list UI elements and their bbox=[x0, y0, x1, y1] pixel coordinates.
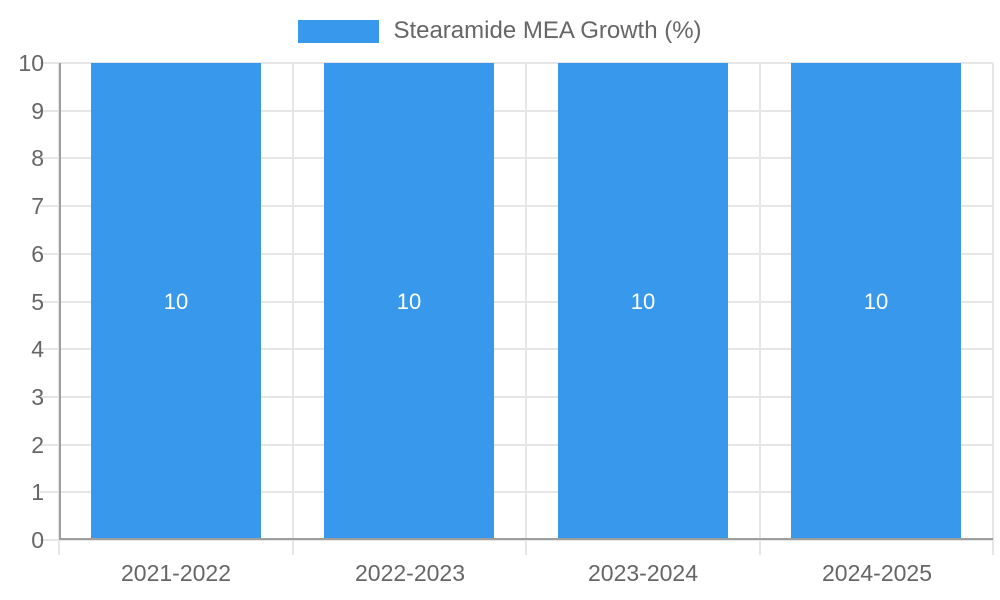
x-axis-tick bbox=[58, 540, 60, 555]
x-gridline bbox=[525, 63, 527, 540]
bar-value-label: 10 bbox=[630, 288, 656, 314]
x-axis-tick bbox=[292, 540, 294, 555]
y-axis-tick-label: 7 bbox=[31, 193, 44, 220]
y-axis-tick-label: 8 bbox=[31, 145, 44, 172]
bar-value-label: 10 bbox=[396, 288, 422, 314]
legend: Stearamide MEA Growth (%) bbox=[0, 17, 1000, 45]
x-axis-category-label: 2023-2024 bbox=[588, 560, 698, 586]
x-axis-category-label: 2024-2025 bbox=[822, 560, 932, 586]
legend-label: Stearamide MEA Growth (%) bbox=[393, 17, 702, 44]
y-gridline bbox=[40, 348, 993, 351]
y-axis-tick-label: 4 bbox=[31, 336, 44, 363]
y-gridline bbox=[40, 539, 993, 541]
y-axis-tick-label: 0 bbox=[31, 527, 44, 553]
y-gridline bbox=[40, 395, 993, 398]
y-gridline bbox=[40, 443, 993, 446]
y-gridline bbox=[40, 62, 993, 64]
x-axis-line bbox=[59, 538, 993, 540]
y-gridline bbox=[40, 300, 993, 303]
x-axis-category-label: 2021-2022 bbox=[121, 560, 231, 586]
y-axis-tick-label: 10 bbox=[18, 50, 44, 76]
x-gridline bbox=[759, 63, 761, 540]
y-axis-tick-label: 2 bbox=[31, 431, 44, 458]
y-gridline bbox=[40, 157, 993, 160]
bar bbox=[558, 63, 728, 540]
plot-area: 10 10 10 10 bbox=[40, 62, 994, 555]
y-gridline bbox=[40, 109, 993, 112]
x-axis-tick bbox=[525, 540, 527, 555]
y-axis-tick-label: 9 bbox=[31, 97, 44, 124]
y-axis-tick-label: 5 bbox=[31, 288, 44, 315]
legend-swatch bbox=[298, 19, 380, 43]
y-axis-tick-label: 6 bbox=[31, 240, 44, 267]
bar bbox=[91, 63, 261, 540]
y-gridline bbox=[40, 205, 993, 208]
bar-value-label: 10 bbox=[163, 288, 189, 314]
x-axis-category-label: 2022-2023 bbox=[355, 560, 465, 586]
x-gridline bbox=[292, 63, 294, 540]
y-axis-tick-label: 3 bbox=[31, 383, 44, 410]
y-axis-tick-label: 1 bbox=[31, 479, 44, 506]
bar-value-label: 10 bbox=[863, 288, 889, 314]
x-axis-tick bbox=[759, 540, 761, 555]
y-axis-line bbox=[59, 63, 61, 540]
bar bbox=[791, 63, 961, 540]
bar bbox=[324, 63, 494, 540]
y-gridline bbox=[40, 252, 993, 255]
x-gridline bbox=[992, 63, 994, 540]
x-axis-tick bbox=[992, 540, 994, 555]
y-gridline bbox=[40, 491, 993, 494]
